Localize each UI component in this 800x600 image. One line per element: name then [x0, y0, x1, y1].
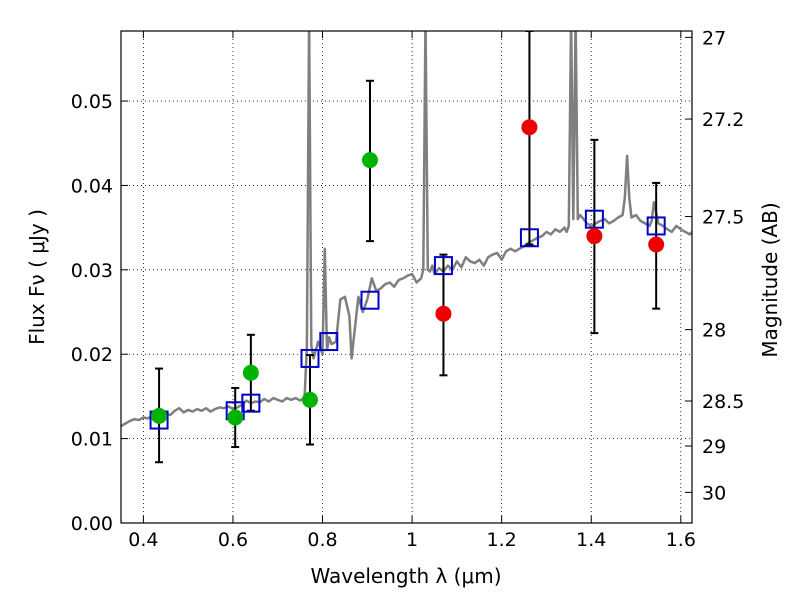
- x-tick-label: 0.8: [307, 529, 337, 551]
- axis-ticks: 0.4 0.6 0.8 1 1.2 1.4 1.6 0.00 0.01 0.02 0.03 0.04 0…: [71, 27, 745, 551]
- y-tick-label: 0.00: [71, 513, 113, 535]
- model-point: [319, 332, 339, 352]
- y2-tick-label: 27.5: [702, 207, 744, 229]
- model-point: [360, 290, 380, 310]
- y-axis-label: Flux Fν ( μJy ): [25, 209, 49, 345]
- x-tick-label: 1: [406, 529, 418, 551]
- y2-tick-label: 28.5: [702, 391, 744, 413]
- y2-tick-label: 27: [702, 27, 726, 49]
- plot-frame: [120, 30, 693, 524]
- observed-point: [648, 236, 665, 253]
- y-tick-label: 0.05: [71, 91, 113, 113]
- y2-axis-label: Magnitude (AB): [758, 202, 782, 357]
- observed-point: [301, 391, 318, 408]
- y2-tick-label: 27.2: [702, 109, 744, 131]
- model-point: [646, 216, 666, 236]
- y2-tick-label: 30: [702, 482, 726, 504]
- x-tick-label: 0.6: [218, 529, 248, 551]
- y-tick-label: 0.04: [71, 175, 113, 197]
- x-tick-label: 1.2: [487, 529, 517, 551]
- model-point: [519, 228, 539, 248]
- y-tick-label: 0.01: [71, 429, 113, 451]
- y-tick-label: 0.02: [71, 344, 113, 366]
- x-tick-label: 0.4: [128, 529, 158, 551]
- observed-point: [435, 305, 452, 322]
- y-tick-label: 0.03: [71, 260, 113, 282]
- model-point: [300, 348, 320, 368]
- observed-point: [586, 228, 603, 245]
- model-point: [584, 209, 604, 229]
- model-point: [241, 393, 261, 413]
- y2-tick-label: 29: [702, 436, 726, 458]
- x-tick-label: 1.4: [576, 529, 606, 551]
- y2-tick-label: 28: [702, 320, 726, 342]
- observed-point: [151, 407, 168, 424]
- observed-photometry-markers: [151, 119, 665, 426]
- model-point: [433, 256, 453, 276]
- observed-point: [362, 152, 379, 169]
- observed-point: [521, 119, 538, 136]
- observed-point: [227, 409, 244, 426]
- observed-point: [242, 364, 259, 381]
- x-tick-label: 1.6: [666, 529, 696, 551]
- x-axis-label: Wavelength λ (μm): [310, 564, 501, 588]
- spectrum-line: [121, 31, 692, 428]
